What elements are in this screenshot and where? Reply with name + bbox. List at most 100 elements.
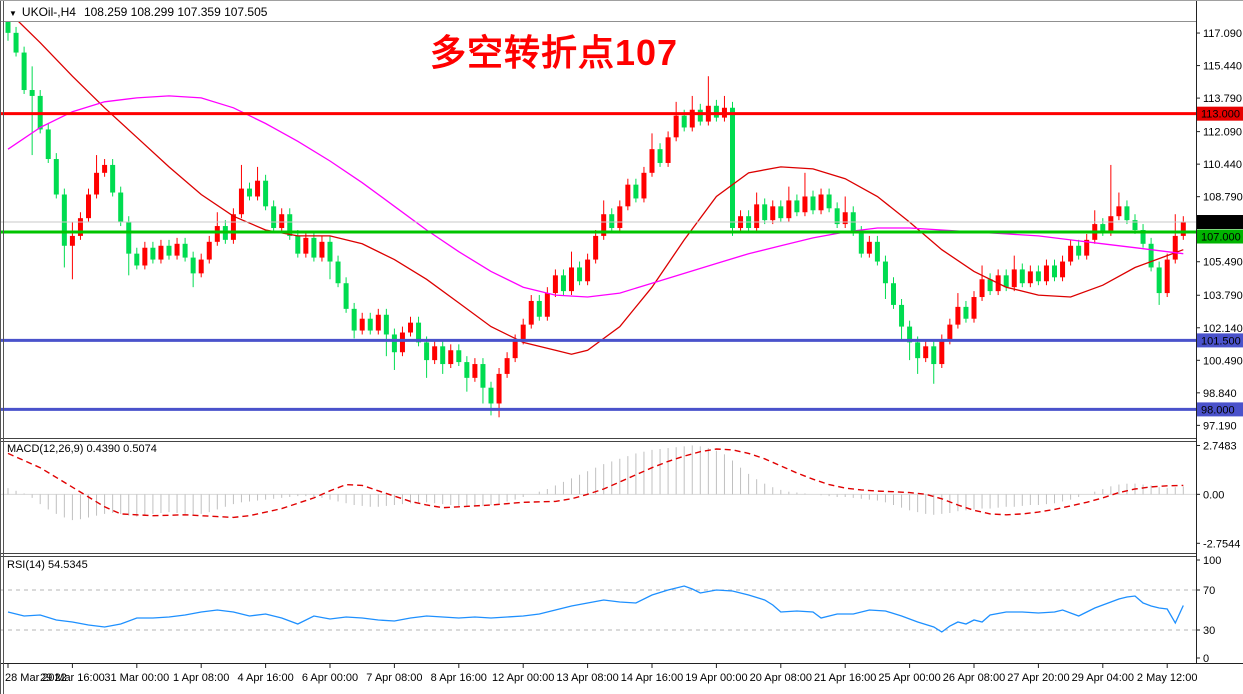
candle-body xyxy=(279,214,285,229)
time-tick-label: 13 Apr 08:00 xyxy=(556,672,618,684)
macd-tick-label: 0.00 xyxy=(1203,489,1224,501)
candle-body xyxy=(110,164,116,193)
candle-body xyxy=(987,279,993,292)
macd-signal-line xyxy=(7,448,1184,519)
candle-body xyxy=(1019,269,1025,284)
candle-body xyxy=(536,300,542,317)
candle-body xyxy=(448,350,454,365)
candle-body xyxy=(818,194,824,211)
candle-body xyxy=(665,137,671,163)
candle-body xyxy=(440,346,446,365)
candle-body xyxy=(319,241,325,258)
time-tick-label: 28 Mar 2022 xyxy=(5,672,67,684)
candle-body xyxy=(1027,271,1033,284)
candle-body xyxy=(1132,220,1138,230)
macd-values: 0.4390 0.5074 xyxy=(86,443,157,455)
candle-body xyxy=(617,206,623,229)
candle-body xyxy=(689,109,695,128)
candle-body xyxy=(198,259,204,274)
candle-body xyxy=(456,350,462,363)
candle-body xyxy=(931,346,937,365)
chart-title: ▼ UKOil-,H4 108.259 108.299 107.359 107.50… xyxy=(9,5,267,19)
candle-body xyxy=(1068,245,1074,262)
candle-body xyxy=(923,346,929,359)
candle-body xyxy=(528,300,534,325)
collapse-chart-icon[interactable]: ▼ xyxy=(9,9,17,18)
candle-body xyxy=(649,149,655,173)
candle-body xyxy=(86,194,91,219)
candle-body xyxy=(762,204,768,221)
candle-body xyxy=(657,149,663,163)
candle-body xyxy=(424,342,430,361)
candle-body xyxy=(1060,261,1066,278)
time-tick-label: 29 Mar 16:00 xyxy=(40,672,105,684)
candle-body xyxy=(166,245,172,256)
price-tick-label: 110.440 xyxy=(1203,159,1242,171)
candle-body xyxy=(754,204,760,229)
candle-body xyxy=(214,226,220,242)
rsi-tick-label: 100 xyxy=(1203,555,1221,567)
candle-body xyxy=(271,206,277,229)
candle-body xyxy=(1116,206,1122,217)
annotation-text: 多空转折点107 xyxy=(430,32,679,73)
candle-body xyxy=(351,308,357,331)
candle-body xyxy=(375,314,381,331)
price-badge-text: 107.505 xyxy=(1201,217,1241,229)
macd-name: MACD(12,26,9) xyxy=(7,443,84,455)
candle-body xyxy=(971,297,977,319)
candle-body xyxy=(560,275,566,292)
candle-body xyxy=(343,283,349,309)
price-axis: 117.090 115.440 113.790 112.090 110.440 108.7… xyxy=(1196,28,1243,665)
candle-body xyxy=(778,206,784,219)
candle-body xyxy=(633,184,639,199)
candle-body xyxy=(1124,206,1130,221)
rsi-value: 54.5345 xyxy=(47,559,88,571)
candle-body xyxy=(263,180,269,207)
candle-body xyxy=(1180,222,1186,236)
candle-body xyxy=(1156,267,1162,294)
candle-body xyxy=(102,164,108,173)
candle-body xyxy=(464,362,470,378)
candle-body xyxy=(979,279,985,298)
candle-body xyxy=(504,358,510,374)
candle-body xyxy=(1108,216,1114,232)
ma-fast-red-line xyxy=(18,22,1184,355)
candle-body xyxy=(247,188,252,197)
candle-body xyxy=(21,52,27,91)
candle-body xyxy=(118,192,124,223)
candle-body xyxy=(311,237,317,258)
rsi-name: RSI(14) xyxy=(7,559,45,571)
candle-body xyxy=(383,314,389,335)
candle-body xyxy=(367,318,373,331)
time-tick-label: 8 Apr 16:00 xyxy=(431,672,487,684)
candle-body xyxy=(327,241,333,262)
candle-body xyxy=(794,200,800,213)
candle-body xyxy=(826,194,832,209)
price-tick-label: 103.790 xyxy=(1203,290,1243,302)
candle-body xyxy=(802,196,808,213)
candle-body xyxy=(295,235,301,254)
candle-body xyxy=(13,32,19,53)
candle-body xyxy=(303,237,309,254)
candle-body xyxy=(544,293,550,317)
macd-indicator-label: MACD(12,26,9) 0.4390 0.5074 xyxy=(7,443,157,455)
time-tick-label: 27 Apr 20:00 xyxy=(1007,672,1069,684)
candle-body xyxy=(1100,224,1106,232)
price-badge-113.000 xyxy=(1197,106,1243,121)
candle-body xyxy=(416,322,422,343)
candle-body xyxy=(1172,235,1178,260)
candle-body xyxy=(53,159,59,195)
candle-body xyxy=(697,109,703,122)
candle-body xyxy=(882,261,888,284)
candle-body xyxy=(585,259,591,282)
price-tick-label: 117.090 xyxy=(1203,28,1242,40)
time-tick-label: 20 Apr 08:00 xyxy=(750,672,812,684)
rsi-line xyxy=(7,585,1184,633)
candle-body xyxy=(432,346,438,361)
time-tick-label: 14 Apr 16:00 xyxy=(621,672,683,684)
candle-body xyxy=(730,107,735,229)
candle-body xyxy=(126,222,132,254)
time-tick-label: 25 Apr 00:00 xyxy=(878,672,940,684)
